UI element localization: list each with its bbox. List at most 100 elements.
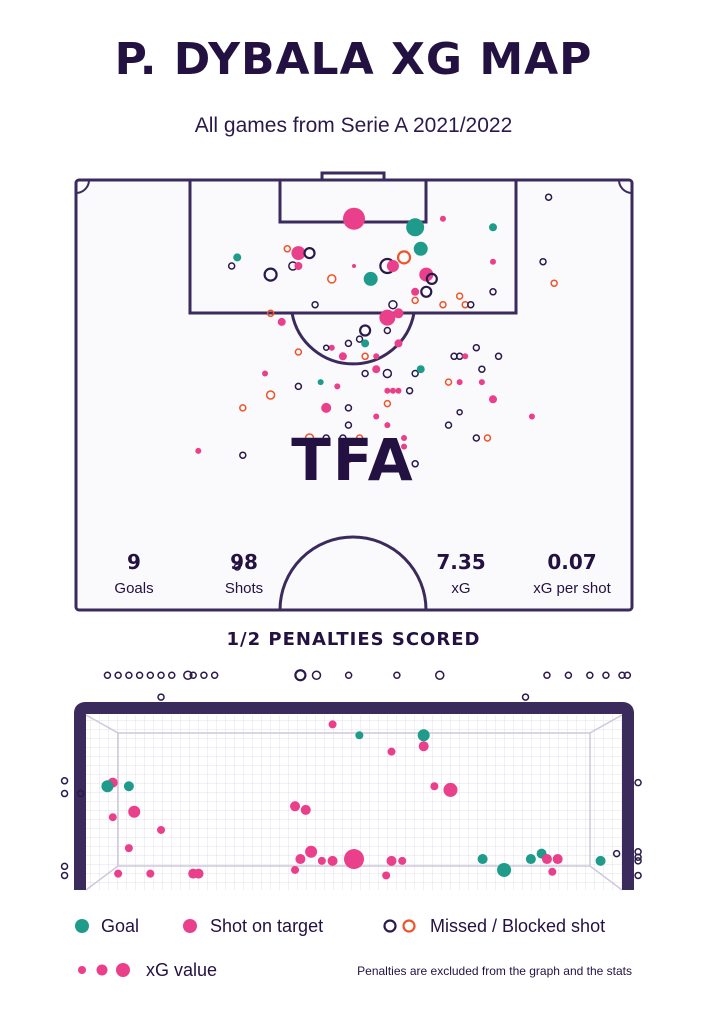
shot-missed-marker: [483, 434, 492, 442]
legend-missed-label: Missed / Blocked shot: [430, 916, 605, 936]
shot-missed-marker: [634, 778, 642, 787]
shot-missed-marker: [157, 693, 165, 701]
shot-on-target-marker: [294, 262, 303, 270]
shot-goal-marker: [101, 780, 114, 793]
shot-on-target-marker: [395, 387, 402, 394]
shot-on-target-marker: [528, 413, 535, 420]
shot-missed-marker: [435, 670, 445, 680]
shot-on-target-marker: [321, 402, 332, 413]
shot-on-target-marker: [372, 365, 381, 374]
stat-shots-label: Shots: [225, 580, 263, 597]
center-circle-arc: [278, 535, 428, 611]
shot-goal-marker: [363, 271, 378, 286]
shot-on-target-marker: [387, 747, 396, 756]
shot-goal-marker: [595, 855, 606, 866]
shot-missed-marker: [467, 300, 475, 309]
shot-missed-marker: [602, 671, 610, 679]
shot-on-target-marker: [108, 813, 117, 822]
shot-missed-marker: [294, 348, 303, 356]
shot-missed-marker: [425, 272, 438, 285]
page-subtitle: All games from Serie A 2021/2022: [194, 114, 513, 137]
shot-missed-marker: [322, 344, 330, 351]
shot-on-target-marker: [328, 344, 335, 351]
legend-missed-navy-marker: [383, 919, 397, 933]
shot-missed-marker: [76, 789, 85, 798]
pitch-outline: [74, 178, 634, 612]
shot-missed-marker: [60, 789, 69, 798]
goal-shots-layer: [60, 669, 642, 880]
shot-missed-marker: [550, 279, 558, 287]
shot-on-target-marker: [128, 805, 141, 818]
shot-missed-marker: [543, 671, 551, 679]
shot-missed-marker: [60, 871, 69, 880]
shot-missed-marker: [355, 335, 364, 343]
shot-missed-marker: [322, 434, 330, 442]
goal-net: [86, 715, 622, 890]
shot-on-target-marker: [291, 865, 300, 874]
shot-on-target-marker: [300, 804, 311, 815]
shot-on-target-marker: [439, 215, 446, 222]
shot-on-target-marker: [418, 741, 429, 752]
shot-missed-marker: [344, 404, 353, 412]
shot-missed-marker: [411, 460, 419, 468]
shot-on-target-marker: [262, 370, 269, 377]
shot-on-target-marker: [389, 387, 396, 394]
shot-on-target-marker: [398, 856, 407, 865]
shot-goal-marker: [355, 731, 364, 740]
shot-on-target-marker: [393, 308, 404, 319]
shot-goal-marker: [489, 223, 497, 232]
penalties-title: 1/2 PENALTIES SCORED: [226, 629, 481, 650]
shot-on-target-marker: [489, 395, 497, 404]
stat-xg-value: 7.35: [436, 550, 485, 574]
shot-missed-marker: [355, 434, 364, 442]
shot-missed-marker: [393, 671, 401, 679]
shot-missed-marker: [327, 274, 337, 284]
legend-xg-medium: [96, 964, 108, 976]
shot-on-target-marker: [188, 868, 199, 879]
shot-on-target-marker: [394, 339, 403, 348]
legend-goal-label: Goal: [101, 916, 139, 936]
shot-on-target-marker: [401, 443, 408, 450]
shot-missed-marker: [544, 193, 553, 201]
shot-missed-marker: [361, 369, 369, 378]
shot-on-target-marker: [193, 868, 204, 879]
shot-on-target-marker: [478, 379, 485, 386]
shot-on-target-marker: [541, 854, 552, 865]
shot-missed-marker: [634, 853, 642, 861]
shot-goal-marker: [417, 729, 430, 742]
shot-missed-marker: [444, 378, 453, 386]
stat-goals-value: 9: [127, 550, 141, 574]
shot-missed-marker: [634, 848, 642, 856]
shot-missed-marker: [283, 245, 292, 253]
shot-missed-marker: [383, 326, 392, 335]
shot-missed-marker: [60, 862, 69, 871]
shot-missed-marker: [494, 352, 503, 361]
legend-xg-small: [78, 966, 86, 974]
shot-goal-marker: [361, 339, 370, 348]
shot-missed-marker: [634, 871, 642, 880]
shot-missed-marker: [539, 257, 547, 266]
shot-on-target-marker: [338, 352, 347, 361]
shot-missed-marker: [200, 671, 208, 679]
legend-goal-marker: [75, 919, 89, 933]
shot-missed-marker: [189, 671, 197, 679]
shot-on-target-marker: [195, 447, 202, 454]
shot-on-target-marker: [386, 855, 397, 866]
shot-missed-marker: [344, 339, 353, 348]
shot-on-target-marker: [373, 413, 380, 420]
shot-on-target-marker: [373, 353, 380, 360]
shot-missed-marker: [478, 365, 486, 373]
shot-missed-marker: [294, 382, 303, 391]
shot-goal-marker: [497, 862, 512, 877]
shot-missed-marker: [411, 369, 419, 378]
shot-missed-marker: [444, 421, 453, 429]
page-title: P. DYBALA XG MAP: [114, 34, 593, 85]
shot-on-target-marker: [430, 782, 439, 791]
shot-missed-marker: [439, 300, 447, 309]
shot-missed-marker: [564, 671, 573, 679]
legend-xg-large: [116, 963, 130, 977]
shot-missed-marker: [456, 408, 463, 416]
pitch-xg-map: TFA 9 Goals 98 Shots 7.35 xG 0.07 xG per…: [74, 171, 634, 612]
shot-on-target-marker: [295, 854, 306, 865]
shot-on-target-marker: [334, 383, 341, 390]
